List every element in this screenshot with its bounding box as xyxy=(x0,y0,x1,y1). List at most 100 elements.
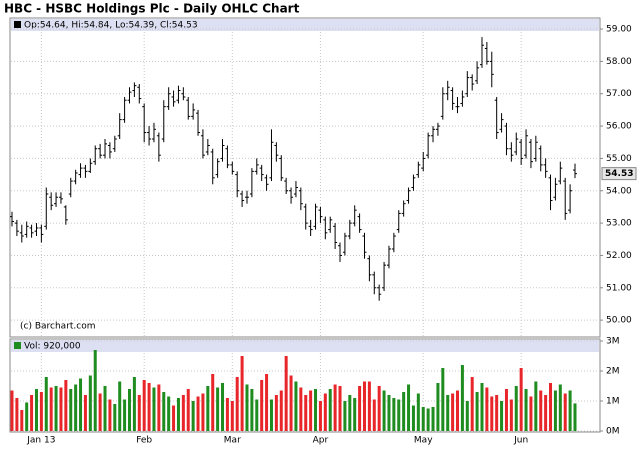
volume-bar xyxy=(59,387,63,431)
volume-bar xyxy=(402,392,406,431)
volume-bar xyxy=(30,395,34,431)
volume-bar xyxy=(10,390,14,431)
volume-bar xyxy=(206,386,210,431)
volume-bar xyxy=(392,398,396,431)
volume-bar xyxy=(534,381,538,431)
volume-bar xyxy=(387,395,391,431)
volume-bar xyxy=(519,368,523,431)
volume-header: Vol: 920,000 xyxy=(24,342,81,352)
y-tick-label: 53.00 xyxy=(606,219,632,229)
volume-bar xyxy=(304,395,308,431)
y2-tick-label: 2M xyxy=(606,367,620,377)
volume-bar xyxy=(309,390,313,431)
volume-bar xyxy=(568,390,572,431)
volume-bar xyxy=(64,380,68,431)
volume-bar xyxy=(544,395,548,431)
volume-bar xyxy=(34,389,38,431)
volume-bar xyxy=(284,356,288,431)
volume-bar xyxy=(181,395,185,431)
volume-bar xyxy=(377,386,381,431)
volume-bar xyxy=(460,365,464,431)
volume-bar xyxy=(74,384,78,431)
volume-bar xyxy=(93,350,97,431)
volume-bar xyxy=(98,393,102,431)
volume-bar xyxy=(353,398,357,431)
volume-bar xyxy=(504,389,508,431)
volume-bar xyxy=(123,399,127,431)
volume-bar xyxy=(103,386,107,431)
volume-bar xyxy=(79,378,83,431)
volume-bar xyxy=(465,401,469,431)
price-panel xyxy=(9,17,601,338)
volume-bar xyxy=(172,405,176,431)
volume-bar xyxy=(221,383,225,431)
volume-bar xyxy=(314,389,318,431)
volume-bar xyxy=(196,396,200,431)
volume-bar xyxy=(490,396,494,431)
volume-bar xyxy=(289,375,293,431)
volume-bar xyxy=(201,393,205,431)
volume-bar xyxy=(397,399,401,431)
volume-bar xyxy=(39,392,43,431)
price-header: Op:54.64, Hi:54.84, Lo:54.39, Cl:54.53 xyxy=(24,21,198,31)
volume-bar xyxy=(274,395,278,431)
y-tick-label: 59.00 xyxy=(606,25,632,35)
last-price-box xyxy=(601,167,637,181)
x-tick-label: Apr xyxy=(313,436,329,446)
y2-tick-label: 0M xyxy=(606,427,620,437)
y-tick-label: 52.00 xyxy=(606,251,632,261)
x-tick-label: Jan 13 xyxy=(26,436,55,446)
volume-bar xyxy=(382,390,386,431)
volume-bar xyxy=(480,383,484,431)
volume-bar xyxy=(162,392,166,431)
volume-bar xyxy=(49,387,53,431)
volume-bar xyxy=(348,395,352,431)
volume-bar xyxy=(485,387,489,431)
volume-bar xyxy=(25,402,29,431)
volume-bar xyxy=(54,386,58,431)
volume-header-band xyxy=(11,340,599,352)
volume-bar xyxy=(421,407,425,431)
volume-bar xyxy=(563,393,567,431)
volume-bar xyxy=(216,387,220,431)
volume-bar xyxy=(108,399,112,431)
y2-tick-label: 1M xyxy=(606,397,620,407)
volume-bar xyxy=(367,381,371,431)
volume-bar xyxy=(362,381,366,431)
volume-bar xyxy=(407,384,411,431)
volume-bar xyxy=(436,383,440,431)
x-tick-label: Mar xyxy=(224,436,241,446)
volume-bar xyxy=(573,403,577,431)
volume-bar xyxy=(15,398,19,431)
volume-bar xyxy=(240,356,244,431)
volume-bar xyxy=(426,408,430,431)
volume-bar xyxy=(225,398,229,431)
volume-bar xyxy=(495,395,499,431)
volume-bar xyxy=(118,381,122,431)
volume-bar xyxy=(558,384,562,431)
volume-bar xyxy=(250,389,254,431)
volume-bar xyxy=(416,393,420,431)
y-tick-label: 50.00 xyxy=(606,316,632,326)
y-tick-label: 51.00 xyxy=(606,283,632,293)
volume-bar xyxy=(328,389,332,431)
price-header-band xyxy=(11,19,599,31)
volume-bar xyxy=(514,386,518,431)
price-legend-swatch xyxy=(14,21,21,28)
volume-bar xyxy=(44,377,48,431)
volume-bar xyxy=(509,399,513,431)
volume-bar xyxy=(245,384,249,431)
volume-bar xyxy=(142,380,146,431)
volume-bar xyxy=(230,401,234,431)
volume-bar xyxy=(446,395,450,431)
volume-bar xyxy=(539,390,543,431)
credit: (c) Barchart.com xyxy=(20,322,96,332)
volume-bar xyxy=(299,387,303,431)
y-tick-label: 56.00 xyxy=(606,122,632,132)
x-tick-label: Feb xyxy=(136,436,152,446)
volume-bar xyxy=(186,389,190,431)
volume-bar xyxy=(529,396,533,431)
volume-bar xyxy=(456,390,460,431)
volume-bar xyxy=(260,380,264,431)
chart-title: HBC - HSBC Holdings Plc - Daily OHLC Cha… xyxy=(4,2,300,16)
